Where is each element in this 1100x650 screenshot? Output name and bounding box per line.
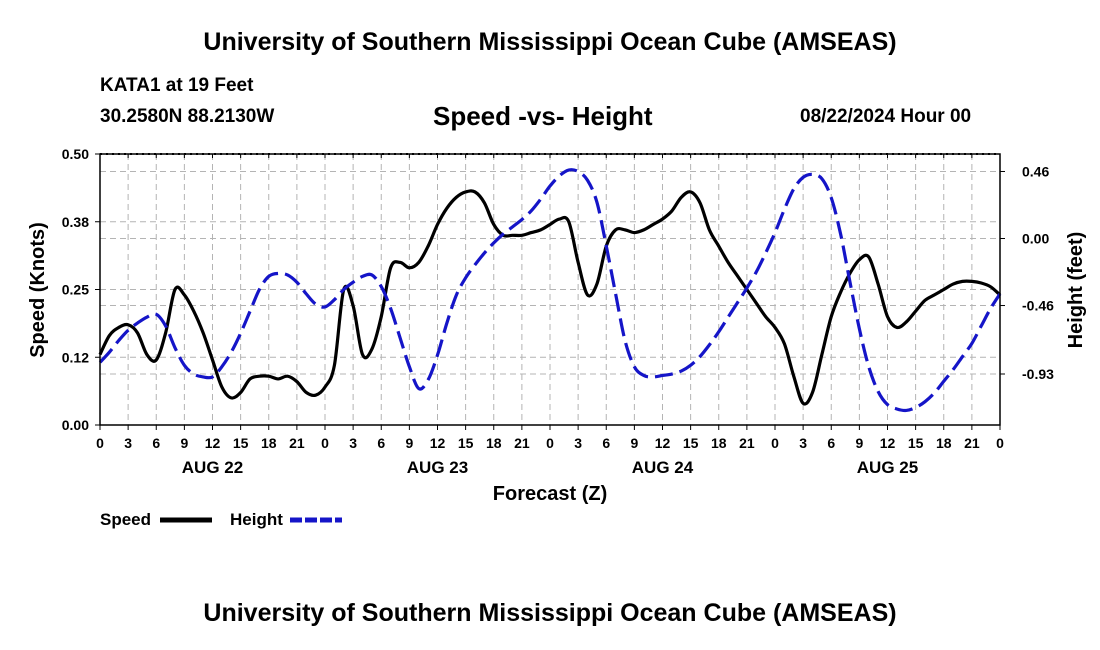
y2-tick-label: 0.46 bbox=[1022, 163, 1049, 179]
y-tick-label: 0.25 bbox=[62, 282, 89, 298]
chart-subtitle: Speed -vs- Height bbox=[433, 101, 653, 131]
x-tick-label: 3 bbox=[574, 435, 582, 451]
x-tick-label: 6 bbox=[827, 435, 835, 451]
x-tick-label: 21 bbox=[514, 435, 530, 451]
forecast-datetime: 08/22/2024 Hour 00 bbox=[800, 106, 972, 127]
chart-main-title: University of Southern Mississippi Ocean… bbox=[203, 28, 897, 56]
x-tick-label: 9 bbox=[630, 435, 638, 451]
x-tick-label: 6 bbox=[377, 435, 385, 451]
x-tick-label: 6 bbox=[602, 435, 610, 451]
series-height-line bbox=[98, 168, 1002, 413]
day-label: AUG 24 bbox=[632, 458, 694, 477]
legend-height-label: Height bbox=[230, 510, 283, 529]
legend: Speed Height bbox=[100, 510, 342, 529]
grid-lines bbox=[100, 154, 1000, 425]
x-tick-label: 18 bbox=[261, 435, 277, 451]
y2-tick-label: -0.93 bbox=[1022, 366, 1054, 382]
x-tick-label: 0 bbox=[321, 435, 329, 451]
x-tick-label: 3 bbox=[349, 435, 357, 451]
x-tick-label: 15 bbox=[683, 435, 699, 451]
x-tick-label: 9 bbox=[855, 435, 863, 451]
x-tick-label: 9 bbox=[405, 435, 413, 451]
station-label: KATA1 at 19 Feet bbox=[100, 75, 254, 96]
x-tick-label: 15 bbox=[458, 435, 474, 451]
y-tick-label: 0.50 bbox=[62, 146, 89, 162]
x-tick-label: 18 bbox=[936, 435, 952, 451]
x-tick-label: 6 bbox=[152, 435, 160, 451]
axis-tick-labels: 0 3 6 9 12 15 18 21 0 3 6 9 12 15 18 21 0 3 6 9 12 15 18 21 0 3 6 9… bbox=[62, 146, 1054, 477]
y2-tick-label: 0.00 bbox=[1022, 231, 1049, 247]
x-tick-label: 0 bbox=[546, 435, 554, 451]
y-tick-label: 0.00 bbox=[62, 417, 89, 433]
x-tick-label: 21 bbox=[964, 435, 980, 451]
x-tick-label: 21 bbox=[289, 435, 305, 451]
x-tick-label: 18 bbox=[711, 435, 727, 451]
x-tick-label: 0 bbox=[996, 435, 1004, 451]
x-tick-label: 15 bbox=[233, 435, 249, 451]
x-tick-label: 12 bbox=[880, 435, 896, 451]
x-tick-label: 3 bbox=[124, 435, 132, 451]
day-label: AUG 22 bbox=[182, 458, 243, 477]
x-tick-label: 18 bbox=[486, 435, 502, 451]
x-tick-label: 21 bbox=[739, 435, 755, 451]
axis-ticks bbox=[95, 153, 1005, 430]
day-label: AUG 25 bbox=[857, 458, 918, 477]
x-tick-label: 12 bbox=[655, 435, 671, 451]
x-axis-title: Forecast (Z) bbox=[493, 483, 607, 505]
x-tick-label: 12 bbox=[205, 435, 221, 451]
x-tick-label: 12 bbox=[430, 435, 446, 451]
footer-title: University of Southern Mississippi Ocean… bbox=[203, 599, 897, 627]
y2-axis-title: Height (feet) bbox=[1065, 232, 1087, 349]
y-tick-label: 0.12 bbox=[62, 349, 89, 365]
series-speed-line bbox=[98, 189, 1002, 406]
station-coordinates: 30.2580N 88.2130W bbox=[100, 106, 275, 127]
x-tick-label: 15 bbox=[908, 435, 924, 451]
x-tick-label: 0 bbox=[771, 435, 779, 451]
x-tick-label: 0 bbox=[96, 435, 104, 451]
y-axis-title: Speed (Knots) bbox=[27, 222, 49, 358]
x-tick-label: 9 bbox=[180, 435, 188, 451]
x-tick-label: 3 bbox=[799, 435, 807, 451]
legend-speed-label: Speed bbox=[100, 510, 151, 529]
y-tick-label: 0.38 bbox=[62, 214, 89, 230]
chart-series bbox=[98, 168, 1002, 413]
y2-tick-label: -0.46 bbox=[1022, 298, 1054, 314]
day-label: AUG 23 bbox=[407, 458, 468, 477]
